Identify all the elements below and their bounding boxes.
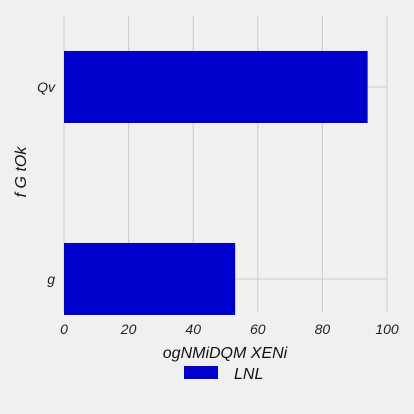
legend-label: LNL — [234, 366, 263, 383]
x-tick-label-1: 20 — [120, 321, 137, 337]
bars — [64, 51, 368, 315]
x-tick-label-2: 40 — [185, 321, 201, 337]
x-tick-label-3: 60 — [250, 321, 266, 337]
legend: LNL — [184, 366, 263, 383]
x-tick-label-0: 0 — [60, 321, 68, 337]
bar-g — [64, 243, 236, 315]
bar-Qv — [64, 51, 368, 123]
x-tick-label-5: 100 — [375, 321, 399, 337]
legend-swatch — [184, 366, 218, 379]
x-tick-labels: 0 20 40 60 80 100 — [60, 321, 399, 337]
x-axis-label: ogNMiDQM XENi — [163, 345, 288, 362]
y-axis-label: f G tOk — [13, 146, 30, 198]
x-tick-label-4: 80 — [315, 321, 331, 337]
y-tick-labels: Qv g — [37, 79, 56, 287]
y-tick-label-0: Qv — [37, 79, 56, 95]
y-tick-label-1: g — [47, 271, 55, 287]
